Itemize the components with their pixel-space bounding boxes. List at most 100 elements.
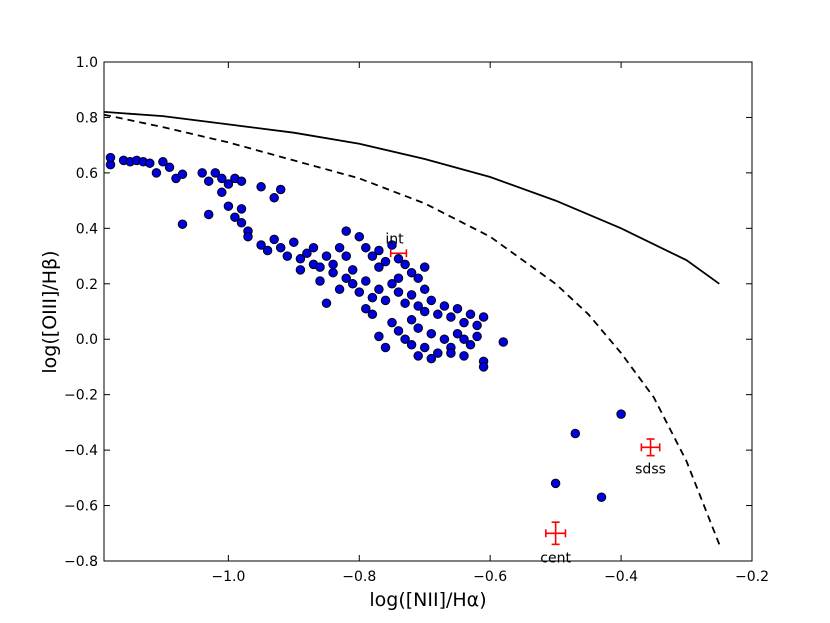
data-point	[282, 251, 293, 261]
x-axis-ticks: −1.0 −0.8 −0.6 −0.4 −0.2	[211, 62, 769, 585]
data-point	[315, 276, 325, 286]
x-tick-label: −0.4	[604, 569, 638, 585]
y-tick-label: 1.0	[76, 55, 98, 71]
x-tick-label: −0.2	[735, 569, 769, 585]
data-point	[616, 409, 626, 419]
y-tick-label: 0.8	[76, 110, 98, 126]
data-point	[105, 152, 116, 163]
data-point	[380, 342, 391, 353]
data-point	[433, 309, 443, 320]
data-point	[230, 212, 240, 222]
dashed-demarcation-line	[103, 113, 721, 545]
error-point-label: cent	[540, 550, 571, 566]
error-point-label: int	[385, 231, 404, 247]
data-point	[217, 173, 227, 184]
plot-frame	[103, 61, 753, 562]
data-point	[393, 326, 404, 336]
data-point	[478, 312, 489, 322]
data-point	[374, 262, 384, 272]
data-point	[478, 362, 489, 372]
data-point	[334, 284, 345, 295]
y-tick-label: −0.4	[64, 443, 98, 459]
data-point	[367, 251, 378, 261]
data-point	[406, 315, 417, 325]
data-point	[347, 265, 358, 275]
error-point-sdss: sdss	[635, 438, 666, 478]
data-point	[341, 251, 351, 261]
data-point	[354, 231, 365, 242]
data-point	[452, 303, 463, 314]
data-point	[269, 193, 279, 203]
data-point	[387, 240, 397, 250]
data-point	[465, 340, 476, 350]
y-axis-ticks: −0.8 −0.6 −0.4 −0.2 0.0 0.2 0.4 0.6 0.8 1.0	[64, 55, 752, 570]
data-point	[374, 245, 384, 256]
data-point	[406, 290, 417, 300]
data-point	[406, 267, 417, 278]
data-point	[439, 301, 450, 311]
data-point	[289, 237, 299, 247]
x-tick-label: −0.8	[342, 569, 376, 585]
data-point	[328, 267, 338, 278]
error-point-cent: cent	[540, 521, 571, 566]
data-point	[419, 306, 430, 317]
data-point	[426, 353, 437, 364]
data-point	[393, 273, 404, 283]
data-point	[223, 201, 234, 211]
y-tick-label: −0.2	[64, 388, 98, 404]
data-point	[400, 259, 410, 270]
data-point	[380, 256, 391, 267]
data-point	[151, 168, 162, 178]
y-axis-label: log([OIII]/Hβ)	[39, 250, 61, 373]
data-point	[439, 334, 450, 344]
data-point	[446, 312, 456, 322]
data-point	[217, 187, 227, 198]
data-point	[354, 287, 365, 297]
data-point	[334, 242, 345, 253]
data-point	[223, 179, 234, 189]
data-point	[570, 428, 581, 439]
data-point	[459, 351, 469, 361]
data-point	[145, 158, 155, 168]
data-point	[465, 309, 476, 320]
data-point	[400, 298, 410, 308]
data-point	[341, 273, 351, 283]
data-point	[387, 317, 397, 328]
data-point	[367, 292, 378, 303]
data-point	[452, 328, 463, 339]
data-point	[374, 284, 384, 295]
data-point	[295, 254, 306, 264]
data-point	[275, 242, 286, 253]
data-point	[361, 303, 371, 314]
data-point	[328, 259, 338, 270]
y-tick-label: 0.2	[76, 277, 98, 293]
data-point	[419, 262, 430, 272]
demarcation-curves	[103, 111, 721, 545]
data-point	[459, 334, 469, 344]
data-point	[236, 218, 247, 228]
data-point	[236, 204, 247, 214]
data-point	[374, 331, 384, 342]
data-point	[164, 162, 175, 173]
data-point	[262, 245, 273, 256]
data-point	[433, 348, 443, 358]
data-point	[413, 323, 423, 333]
error-point-int: int	[385, 231, 408, 258]
data-point	[210, 168, 221, 178]
data-point	[236, 176, 247, 186]
data-point	[419, 284, 430, 295]
x-tick-label: −0.6	[473, 569, 507, 585]
data-point	[308, 242, 319, 253]
data-point	[426, 328, 437, 339]
x-axis-label: log([NII]/Hα)	[369, 589, 486, 611]
data-point	[269, 234, 279, 245]
y-tick-label: 0.0	[76, 332, 98, 348]
y-tick-label: 0.6	[76, 166, 98, 182]
data-point	[393, 254, 404, 264]
data-point	[387, 279, 397, 289]
x-tick-label: −1.0	[211, 569, 245, 585]
data-point	[275, 184, 286, 195]
data-point	[393, 287, 404, 297]
data-point	[203, 176, 214, 186]
